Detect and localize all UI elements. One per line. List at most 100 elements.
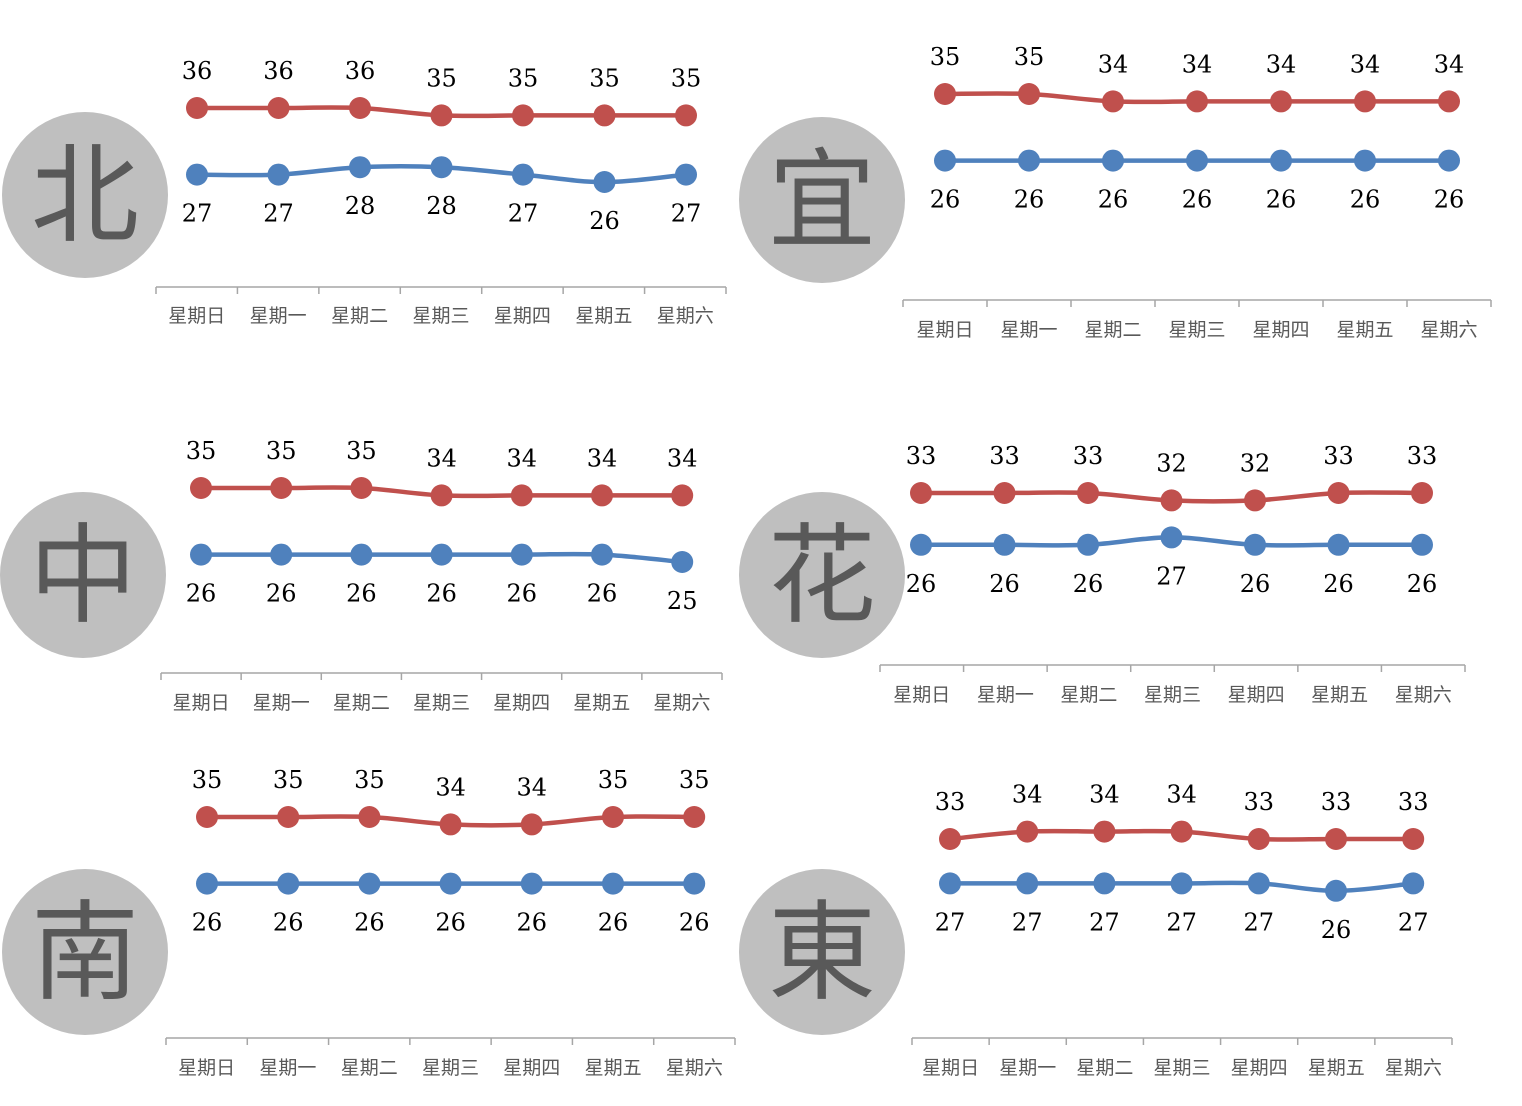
high-temp-point: [1325, 828, 1347, 850]
high-temp-label: 33: [1323, 442, 1354, 470]
high-temp-label: 35: [508, 64, 539, 92]
high-temp-label: 34: [1350, 50, 1381, 78]
high-temp-label: 34: [1089, 781, 1120, 809]
high-temp-point: [1186, 90, 1208, 113]
low-temp-label: 26: [989, 570, 1020, 598]
low-temp-label: 26: [679, 909, 710, 937]
low-temp-label: 26: [1240, 570, 1271, 598]
high-temp-label: 34: [426, 444, 457, 472]
high-temp-label: 35: [426, 64, 457, 92]
high-temp-point: [512, 104, 534, 127]
high-temp-point: [910, 482, 932, 504]
low-temp-label: 25: [667, 587, 698, 615]
x-tick-label: 星期五: [573, 692, 630, 714]
high-temp-point: [520, 813, 543, 836]
low-temp-label: 27: [182, 200, 213, 228]
low-temp-point: [270, 543, 293, 566]
x-tick-label: 星期一: [250, 305, 307, 327]
x-tick-label: 星期二: [333, 692, 390, 714]
low-temp-point: [430, 156, 453, 179]
region-badge: 宜: [739, 117, 905, 283]
low-temp-point: [671, 551, 694, 573]
low-temp-point: [1186, 149, 1208, 172]
high-temp-label: 34: [1166, 781, 1197, 809]
low-temp-label: 27: [1166, 908, 1197, 936]
high-temp-point: [591, 484, 613, 507]
high-temp-point: [1102, 90, 1124, 113]
high-temp-point: [683, 806, 706, 828]
high-temp-label: 34: [1098, 50, 1129, 78]
low-temp-label: 26: [1014, 186, 1045, 214]
x-tick-label: 星期四: [1231, 1057, 1288, 1079]
region-badge-char: 宜: [768, 139, 876, 264]
x-tick-label: 星期四: [503, 1057, 560, 1079]
x-tick-label: 星期六: [653, 692, 710, 714]
region-badge-circle: [2, 869, 168, 1035]
x-tick-label: 星期四: [493, 692, 550, 714]
high-temp-point: [1077, 482, 1099, 504]
low-temp-point: [277, 872, 300, 895]
low-temp-point: [910, 533, 932, 556]
low-temp-label: 26: [1098, 186, 1129, 214]
region-badge-circle: [2, 112, 168, 278]
high-temp-point: [358, 806, 381, 828]
low-temp-point: [430, 543, 453, 566]
low-temp-label: 26: [435, 909, 466, 937]
low-temp-point: [1402, 872, 1425, 895]
high-temp-point: [1170, 820, 1193, 843]
x-tick-label: 星期六: [657, 305, 714, 327]
high-temp-point: [186, 97, 208, 119]
low-temp-label: 26: [1321, 916, 1352, 944]
low-temp-point: [358, 872, 381, 895]
high-temp-point: [1016, 820, 1039, 843]
high-temp-label: 35: [273, 766, 304, 794]
low-temp-label: 27: [1398, 908, 1429, 936]
x-tick-label: 星期五: [1311, 684, 1368, 706]
low-temp-point: [1411, 533, 1433, 556]
high-temp-label: 33: [1407, 442, 1438, 470]
region-badge: 中: [0, 492, 166, 658]
low-temp-label: 26: [930, 186, 961, 214]
high-temp-label: 35: [354, 766, 385, 794]
low-temp-label: 26: [1350, 186, 1381, 214]
high-temp-label: 35: [266, 437, 297, 465]
low-temp-point: [1160, 526, 1183, 549]
high-temp-label: 32: [1240, 449, 1271, 477]
high-temp-label: 36: [182, 57, 213, 85]
low-temp-label: 28: [345, 192, 376, 220]
x-tick-label: 星期六: [1420, 319, 1477, 341]
low-temp-label: 26: [507, 580, 538, 608]
x-tick-label: 星期二: [331, 305, 388, 327]
x-tick-label: 星期一: [1000, 319, 1057, 341]
low-temp-point: [1077, 533, 1099, 556]
high-temp-point: [1327, 482, 1350, 504]
x-tick-label: 星期日: [178, 1057, 235, 1079]
high-temp-label: 35: [1014, 43, 1045, 71]
high-temp-label: 32: [1156, 449, 1187, 477]
region-badge-char: 花: [768, 514, 876, 639]
low-temp-label: 26: [589, 207, 620, 235]
high-temp-point: [190, 477, 212, 499]
high-temp-label: 35: [346, 437, 377, 465]
x-tick-label: 星期六: [1385, 1057, 1442, 1079]
low-temp-point: [1018, 149, 1040, 172]
low-temp-label: 26: [1434, 186, 1465, 214]
low-temp-point: [934, 149, 956, 172]
region-badge-char: 東: [768, 891, 876, 1016]
x-tick-label: 星期五: [1308, 1057, 1365, 1079]
low-temp-point: [1327, 533, 1350, 556]
low-temp-label: 27: [1156, 562, 1187, 590]
low-temp-label: 26: [1073, 570, 1104, 598]
x-tick-label: 星期五: [1336, 319, 1393, 341]
low-temp-label: 27: [671, 200, 702, 228]
high-temp-point: [196, 806, 218, 828]
low-temp-point: [520, 872, 543, 895]
x-tick-label: 星期四: [1252, 319, 1309, 341]
low-temp-label: 26: [517, 909, 548, 937]
high-temp-point: [1411, 482, 1433, 504]
high-temp-point: [1018, 83, 1040, 105]
